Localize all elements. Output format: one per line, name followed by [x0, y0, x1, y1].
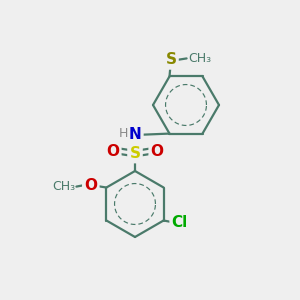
Text: O: O — [151, 144, 164, 159]
Text: N: N — [129, 128, 141, 142]
Text: O: O — [106, 144, 119, 159]
Text: H: H — [119, 127, 128, 140]
Text: CH₃: CH₃ — [52, 180, 75, 193]
Text: S: S — [130, 146, 140, 161]
Text: S: S — [166, 52, 176, 68]
Text: CH₃: CH₃ — [188, 52, 211, 65]
Text: O: O — [84, 178, 97, 193]
Text: Cl: Cl — [172, 215, 188, 230]
